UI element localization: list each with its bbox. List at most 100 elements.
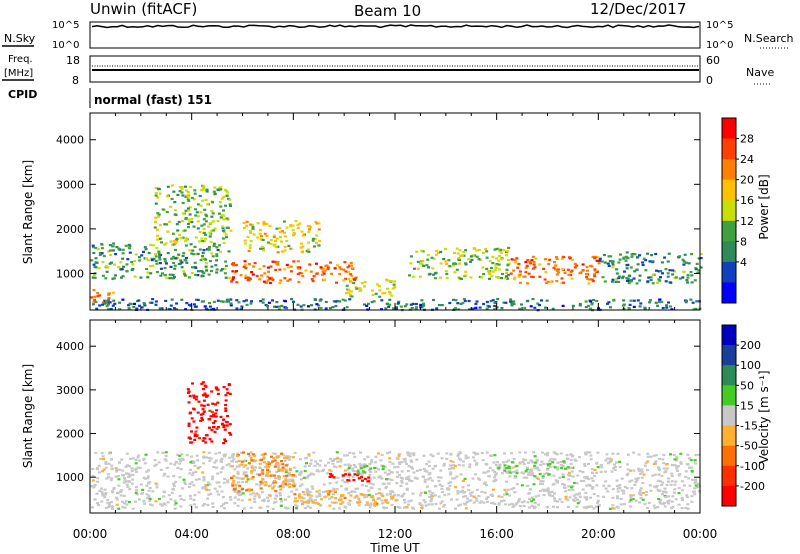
velocity-cell xyxy=(306,499,310,502)
power-cell xyxy=(475,249,479,252)
power-cell xyxy=(225,217,229,220)
power-cell xyxy=(638,279,642,282)
time-tick-label: 04:00 xyxy=(174,527,209,541)
velocity-cell xyxy=(524,470,528,473)
velocity-cell xyxy=(138,498,141,501)
power-cell xyxy=(494,264,498,267)
velocity-cell xyxy=(529,469,532,472)
power-cell xyxy=(212,300,216,303)
velocity-cell xyxy=(250,472,254,475)
power-cell xyxy=(311,239,315,242)
power-cell xyxy=(285,239,289,242)
power-cell xyxy=(235,307,239,310)
power-cell xyxy=(458,277,462,280)
velocity-cell xyxy=(185,454,189,457)
power-cell xyxy=(507,274,511,277)
power-cell xyxy=(570,277,574,280)
power-cell xyxy=(193,189,197,192)
nsky-left-tick-bottom: 10^0 xyxy=(52,40,79,51)
power-cell xyxy=(428,272,432,275)
power-cell xyxy=(416,267,420,270)
power-cell xyxy=(168,220,172,223)
velocity-cell xyxy=(556,481,559,484)
velocity-cell xyxy=(194,478,198,481)
power-cell xyxy=(471,254,475,257)
power-cell xyxy=(95,307,99,310)
power-cell xyxy=(251,273,255,276)
power-cell xyxy=(344,270,348,273)
power-cell xyxy=(378,295,382,298)
velocity-cell xyxy=(475,499,479,502)
power-cell xyxy=(154,186,158,190)
power-cell xyxy=(187,193,191,196)
velocity-cell xyxy=(203,503,206,506)
power-cell xyxy=(644,259,648,262)
power-cell xyxy=(350,274,354,277)
power-cell xyxy=(509,298,513,301)
power-cell xyxy=(412,275,416,278)
power-cell xyxy=(143,304,147,307)
power-cell xyxy=(114,274,117,277)
power-cell xyxy=(469,255,473,258)
power-cell xyxy=(265,234,269,237)
velocity-cell xyxy=(422,499,426,502)
colorbar-tick-label: 200 xyxy=(740,339,761,352)
power-cell xyxy=(248,229,252,233)
power-cell xyxy=(370,301,374,304)
velocity-cell xyxy=(179,497,183,501)
velocity-cell xyxy=(691,490,695,493)
colorbar-frame xyxy=(721,324,737,507)
power-cell xyxy=(100,252,104,255)
velocity-cell xyxy=(343,496,347,499)
velocity-cell xyxy=(107,476,111,479)
velocity-cell xyxy=(208,418,212,421)
velocity-cell xyxy=(245,480,249,483)
velocity-cell xyxy=(461,464,465,467)
velocity-cell xyxy=(531,461,535,464)
velocity-cell xyxy=(237,490,241,493)
velocity-cell xyxy=(202,404,206,407)
cpid-mode: normal (fast) 151 xyxy=(94,93,212,107)
velocity-cell xyxy=(405,506,409,509)
power-cell xyxy=(602,253,606,257)
power-cell xyxy=(244,266,248,270)
velocity-cell xyxy=(178,462,182,465)
power-cell xyxy=(134,253,138,256)
velocity-cell xyxy=(334,466,338,469)
velocity-cell xyxy=(616,487,620,490)
velocity-cell xyxy=(660,484,664,487)
velocity-cell xyxy=(303,493,307,496)
velocity-cell xyxy=(348,451,352,454)
power-cell xyxy=(231,278,235,281)
power-cell xyxy=(349,261,353,264)
velocity-cell xyxy=(495,472,498,475)
velocity-cell xyxy=(336,476,340,479)
power-cell xyxy=(387,305,391,308)
power-cell xyxy=(221,237,225,240)
power-cell xyxy=(313,238,317,241)
power-cell xyxy=(530,275,534,278)
velocity-cell xyxy=(420,504,424,507)
power-cell xyxy=(432,298,435,302)
power-cell xyxy=(216,248,220,252)
velocity-cell xyxy=(288,482,292,485)
power-cell xyxy=(210,229,214,232)
power-cell xyxy=(294,220,298,223)
power-cell xyxy=(367,302,370,305)
velocity-cell xyxy=(225,420,229,424)
power-cell xyxy=(560,257,564,260)
velocity-cell xyxy=(637,467,640,470)
power-cell xyxy=(694,267,698,270)
velocity-cell xyxy=(172,474,176,478)
velocity-cell xyxy=(398,474,402,477)
power-cell xyxy=(101,274,105,277)
power-cell xyxy=(133,302,136,305)
power-cell xyxy=(277,308,281,311)
velocity-cell xyxy=(488,475,492,478)
power-cell xyxy=(345,306,349,309)
velocity-cell xyxy=(405,462,409,465)
velocity-cell xyxy=(315,495,319,498)
power-cell xyxy=(193,245,197,248)
power-cell xyxy=(474,302,478,305)
velocity-cell xyxy=(309,462,313,465)
